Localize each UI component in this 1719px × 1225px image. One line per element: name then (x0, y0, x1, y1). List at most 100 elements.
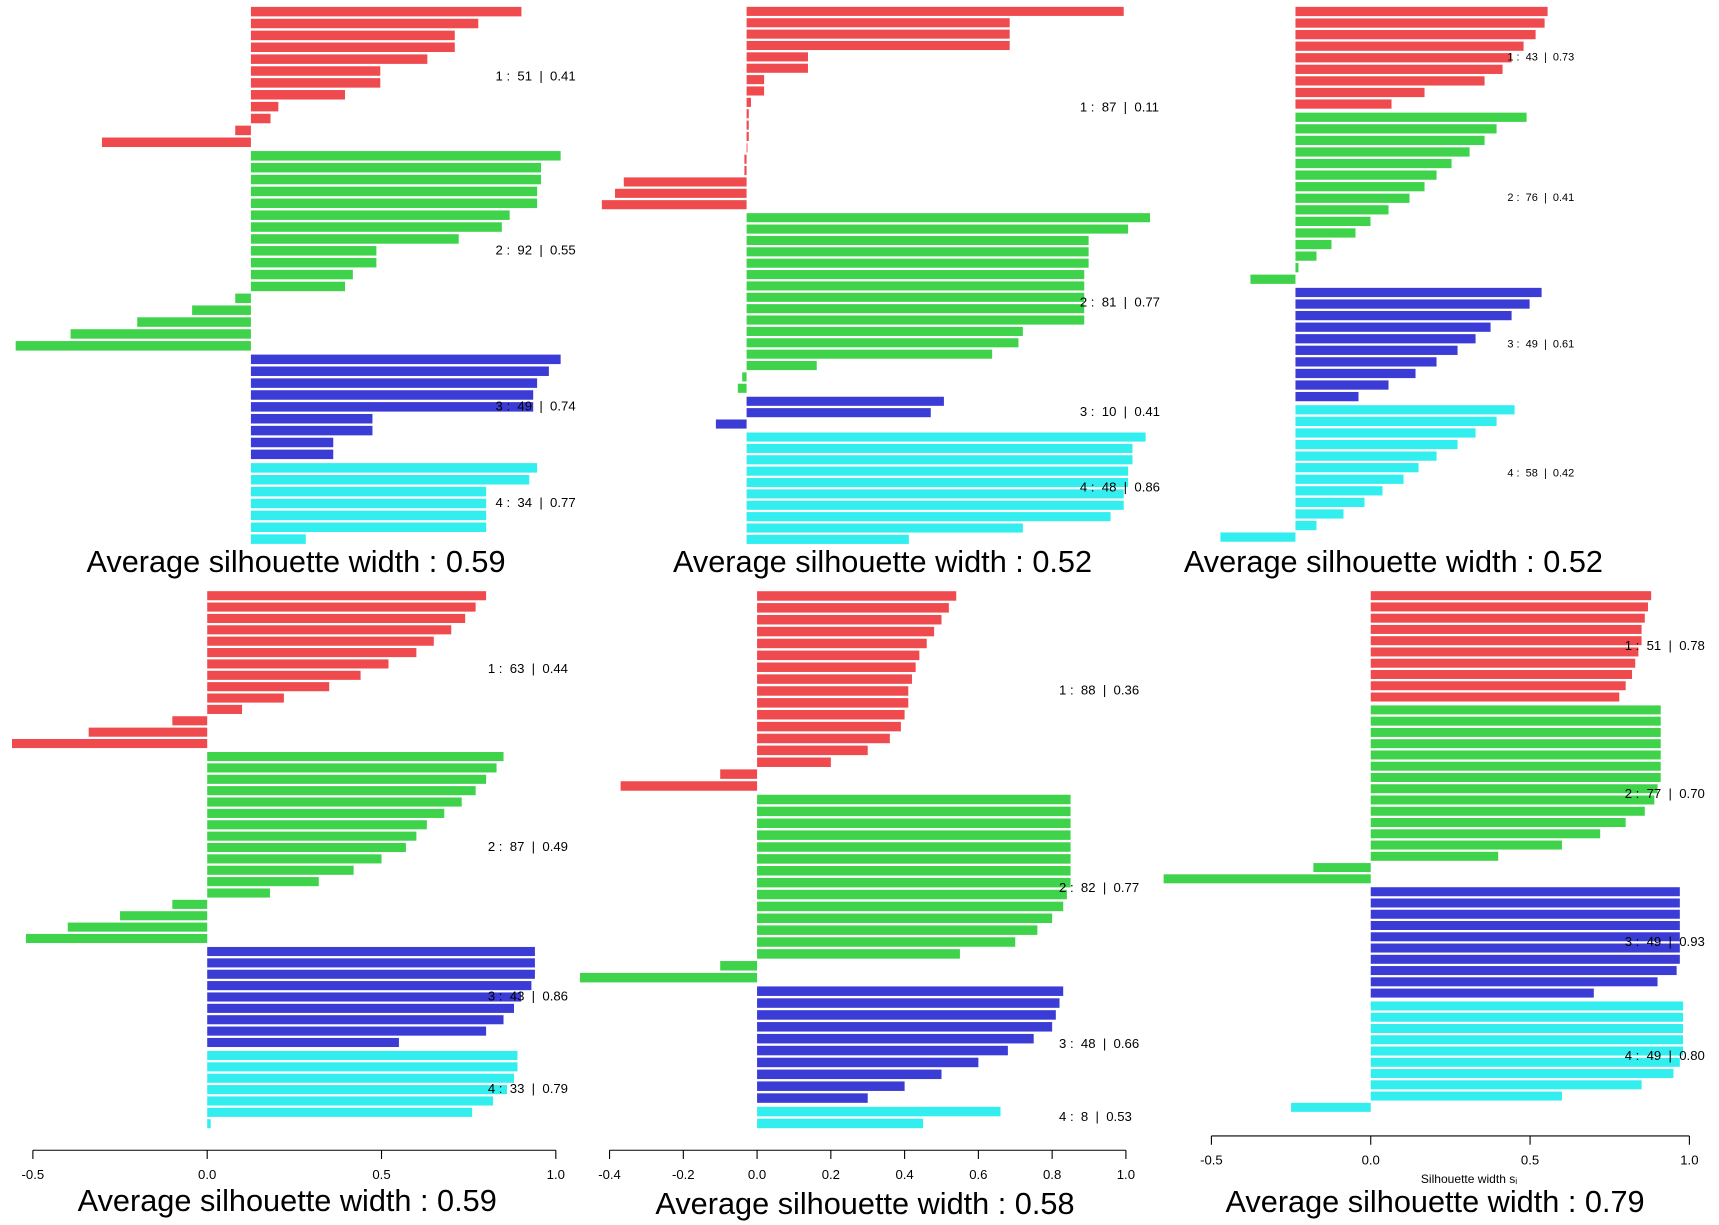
silhouette-bar (746, 258, 1089, 268)
silhouette-bar (1220, 532, 1296, 542)
silhouette-bar (744, 154, 747, 164)
silhouette-bar (250, 101, 279, 112)
silhouette-bar (757, 674, 912, 684)
silhouette-bar (1295, 310, 1512, 321)
silhouette-bar (737, 383, 747, 393)
silhouette-bar (192, 305, 251, 315)
silhouette-bar (1370, 932, 1680, 942)
silhouette-bar (250, 437, 334, 448)
silhouette-bar (1295, 6, 1548, 17)
silhouette-bar (757, 986, 1064, 996)
silhouette-bar (746, 213, 1151, 223)
silhouette-bar (757, 757, 831, 767)
silhouette-bar (746, 29, 1010, 39)
silhouette-bar (757, 794, 1071, 805)
silhouette-bar (1295, 251, 1317, 261)
silhouette-bar (1370, 647, 1639, 657)
silhouette-bar (746, 408, 931, 418)
silhouette-bar (1295, 334, 1476, 344)
silhouette-bar (1370, 818, 1626, 828)
silhouette-bar (757, 866, 1071, 876)
silhouette-bar (250, 66, 381, 76)
silhouette-bar (250, 269, 353, 280)
silhouette-bar (746, 304, 1085, 314)
silhouette-bar (1370, 716, 1661, 726)
silhouette-bar (1370, 669, 1633, 679)
silhouette-bar (250, 78, 381, 88)
silhouette-bar (1370, 772, 1661, 782)
silhouette-bar (757, 650, 920, 661)
x-tick-label: 0.5 (372, 1167, 390, 1182)
silhouette-bar (250, 6, 522, 17)
silhouette-bar (207, 888, 270, 898)
panel-title: Average silhouette width : 0.59 (86, 544, 505, 579)
silhouette-bar (580, 972, 758, 983)
cluster-label: 3 : 10 | 0.41 (1080, 404, 1160, 419)
silhouette-bar (1370, 591, 1652, 601)
silhouette-bar (757, 949, 960, 959)
silhouette-bar (1370, 1046, 1684, 1056)
silhouette-bar (746, 235, 1089, 246)
silhouette-bar (1370, 988, 1594, 998)
silhouette-bar (1370, 1012, 1684, 1022)
silhouette-bar (1295, 216, 1371, 227)
silhouette-bar (1295, 112, 1527, 122)
silhouette-bar (746, 86, 765, 96)
silhouette-bar (25, 933, 208, 944)
silhouette-bar (250, 378, 538, 388)
silhouette-bar (746, 143, 748, 153)
x-tick-label: 0.6 (969, 1167, 987, 1182)
silhouette-bar (250, 186, 538, 197)
silhouette-bar (120, 911, 208, 921)
silhouette-panel: 1 : 51 | 0.78 2 : 77 | 0.70 3 : 49 | 0.93 4… (1163, 591, 1705, 1219)
x-tick-label: 1.0 (1117, 1167, 1135, 1182)
silhouette-bar (1295, 18, 1545, 28)
silhouette-panel: 1 : 87 | 0.11 2 : 81 | 0.77 3 : 10 | 0.41 4… (601, 6, 1160, 579)
silhouette-bar (757, 626, 935, 637)
silhouette-bar (207, 1037, 399, 1048)
x-tick-label: 0.0 (198, 1167, 216, 1182)
silhouette-bar (1370, 943, 1680, 953)
silhouette-bar (1295, 357, 1437, 367)
silhouette-bar (207, 648, 417, 658)
silhouette-bar (1295, 428, 1476, 438)
silhouette-bar (746, 18, 1010, 28)
silhouette-bar (1295, 345, 1458, 355)
silhouette-bar (746, 131, 749, 142)
silhouette-bar (250, 151, 561, 161)
silhouette-bar (207, 591, 487, 601)
silhouette-bar (1313, 863, 1371, 873)
silhouette-bar (746, 97, 751, 107)
silhouette-bar (746, 466, 1129, 476)
silhouette-bar (757, 591, 957, 601)
silhouette-bar (207, 1050, 518, 1061)
silhouette-bar (1370, 829, 1601, 839)
silhouette-bar (1295, 29, 1536, 40)
silhouette-bar (757, 925, 1038, 935)
silhouette-bar (746, 281, 1085, 291)
cluster-label: 2 : 77 | 0.70 (1625, 786, 1705, 801)
silhouette-bar (757, 721, 901, 732)
silhouette-bar (250, 174, 542, 185)
silhouette-panel: 1 : 51 | 0.41 2 : 92 | 0.55 3 : 49 | 0.74 4… (15, 6, 576, 579)
silhouette-bar (746, 512, 1111, 522)
silhouette-bar (172, 899, 208, 909)
silhouette-bar (207, 820, 427, 830)
silhouette-bar (1370, 840, 1562, 850)
silhouette-bar (250, 54, 428, 64)
silhouette-bar (1295, 486, 1383, 496)
silhouette-bar (250, 30, 455, 41)
x-axis-label: Silhouette width sᵢ (1421, 1172, 1517, 1186)
silhouette-bar (746, 489, 1124, 499)
silhouette-bar (207, 704, 243, 714)
cluster-label: 3 : 49 | 0.93 (1625, 934, 1705, 949)
silhouette-bar (207, 865, 354, 875)
silhouette-bar (1295, 99, 1392, 109)
silhouette-bar (746, 75, 765, 85)
silhouette-bar (1370, 681, 1626, 691)
cluster-label: 4 : 34 | 0.77 (496, 495, 576, 510)
silhouette-bar (1295, 158, 1452, 169)
silhouette-bar (250, 510, 487, 521)
silhouette-bar (757, 662, 916, 672)
silhouette-bar (757, 614, 942, 625)
